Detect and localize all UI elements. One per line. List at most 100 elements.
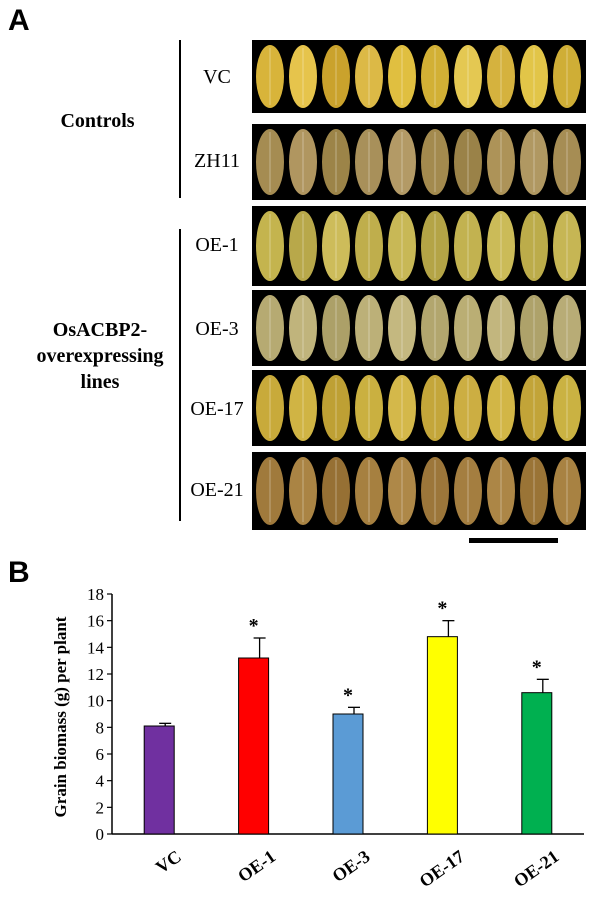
x-tick-label-vc: VC <box>152 846 185 877</box>
significance-star: * <box>249 615 259 637</box>
grain-seed <box>487 129 515 195</box>
y-tick-label: 14 <box>87 638 105 657</box>
grain-seed <box>355 211 383 281</box>
grain-seed <box>487 211 515 281</box>
y-tick-label: 4 <box>96 772 105 791</box>
x-tick-label-oe-1: OE-1 <box>234 846 279 886</box>
bar-oe-3 <box>332 713 364 835</box>
grain-seed <box>388 211 416 281</box>
grain-seed <box>388 129 416 195</box>
x-tick-label-oe-17: OE-17 <box>416 846 468 891</box>
grain-seed <box>322 211 350 281</box>
grain-seed <box>322 457 350 525</box>
grain-seed <box>487 375 515 441</box>
significance-star: * <box>437 598 447 620</box>
y-tick-label: 8 <box>96 718 105 737</box>
grain-seed <box>322 129 350 195</box>
significance-star: * <box>532 656 542 678</box>
y-tick-label: 18 <box>87 585 104 604</box>
grain-seed <box>520 45 548 108</box>
error-bar-oe-3 <box>348 706 360 714</box>
y-tick-label: 16 <box>87 612 104 631</box>
grain-seed <box>256 129 284 195</box>
grain-seed <box>421 45 449 108</box>
y-tick-label: 6 <box>96 745 105 764</box>
grain-seed <box>355 375 383 441</box>
grain-seed <box>322 375 350 441</box>
grain-photo-oe-17 <box>252 370 586 446</box>
error-bar-oe-21 <box>536 678 549 693</box>
grain-seed <box>454 211 482 281</box>
grain-seed <box>256 211 284 281</box>
scale-bar <box>469 538 558 543</box>
grain-seed <box>454 129 482 195</box>
row-label-vc: VC <box>203 66 231 88</box>
grain-seed <box>289 375 317 441</box>
grain-seed <box>421 375 449 441</box>
grain-seed <box>520 375 548 441</box>
grain-seed <box>553 129 581 195</box>
grain-seed <box>289 295 317 361</box>
row-label-oe-3: OE-3 <box>195 318 239 340</box>
y-tick-label: 12 <box>87 665 104 684</box>
bar-oe-17 <box>426 636 458 835</box>
grain-biomass-bar-chart: Grain biomass (g) per plant 0 2 4 6 8 10 12 14 1… <box>51 585 584 891</box>
grain-seed <box>454 457 482 525</box>
grain-seed <box>454 295 482 361</box>
grain-photo-oe-21 <box>252 452 586 530</box>
grain-seed <box>553 375 581 441</box>
grain-seed <box>388 457 416 525</box>
grain-seed <box>289 129 317 195</box>
grain-seed <box>256 295 284 361</box>
grain-seed <box>454 45 482 108</box>
grain-seed <box>421 295 449 361</box>
y-axis-label: Grain biomass (g) per plant <box>51 616 70 817</box>
grain-seed <box>487 295 515 361</box>
oe-label-line-3: lines <box>80 371 120 393</box>
panel-b-letter: B <box>8 556 30 589</box>
error-bar-vc <box>159 722 172 726</box>
grain-seed <box>487 45 515 108</box>
grain-seed <box>421 457 449 525</box>
grain-seed <box>256 45 284 108</box>
grain-seed <box>388 45 416 108</box>
oe-label-line-1: OsACBP2- <box>52 319 148 341</box>
grain-seed <box>454 375 482 441</box>
row-label-zh11: ZH11 <box>194 150 240 172</box>
error-bar-oe-17 <box>442 620 455 637</box>
grain-seed <box>289 211 317 281</box>
row-label-oe-1: OE-1 <box>195 234 239 256</box>
grain-seed <box>553 295 581 361</box>
grain-seed <box>553 211 581 281</box>
grain-photo-zh11 <box>252 124 586 200</box>
grain-seed <box>421 129 449 195</box>
grain-seed <box>289 457 317 525</box>
x-tick-label-oe-21: OE-21 <box>510 846 562 891</box>
significance-star: * <box>343 684 353 706</box>
overexpressing-group-label: OsACBP2- overexpressing lines <box>20 317 180 395</box>
oe-label-line-2: overexpressing <box>36 345 164 367</box>
grain-photo-vc <box>252 40 586 113</box>
bar-oe-21 <box>521 692 553 835</box>
bar-vc <box>143 725 175 835</box>
grain-seed <box>289 45 317 108</box>
grain-seed <box>520 457 548 525</box>
grain-seed <box>256 457 284 525</box>
oe-lines-bracket <box>179 229 181 521</box>
grain-seed <box>520 129 548 195</box>
grain-seed <box>355 129 383 195</box>
grain-seed <box>553 457 581 525</box>
grain-seed <box>355 45 383 108</box>
grain-photo-oe-1 <box>252 206 586 286</box>
grain-seed <box>388 295 416 361</box>
x-tick-label-oe-3: OE-3 <box>329 846 374 886</box>
grain-seed <box>487 457 515 525</box>
grain-seed <box>256 375 284 441</box>
grain-seed <box>520 211 548 281</box>
bar-oe-1 <box>238 657 270 835</box>
grain-seed <box>355 295 383 361</box>
row-label-oe-21: OE-21 <box>190 479 244 501</box>
grain-seed <box>421 211 449 281</box>
grain-seed <box>322 295 350 361</box>
y-tick-label: 10 <box>87 692 104 711</box>
